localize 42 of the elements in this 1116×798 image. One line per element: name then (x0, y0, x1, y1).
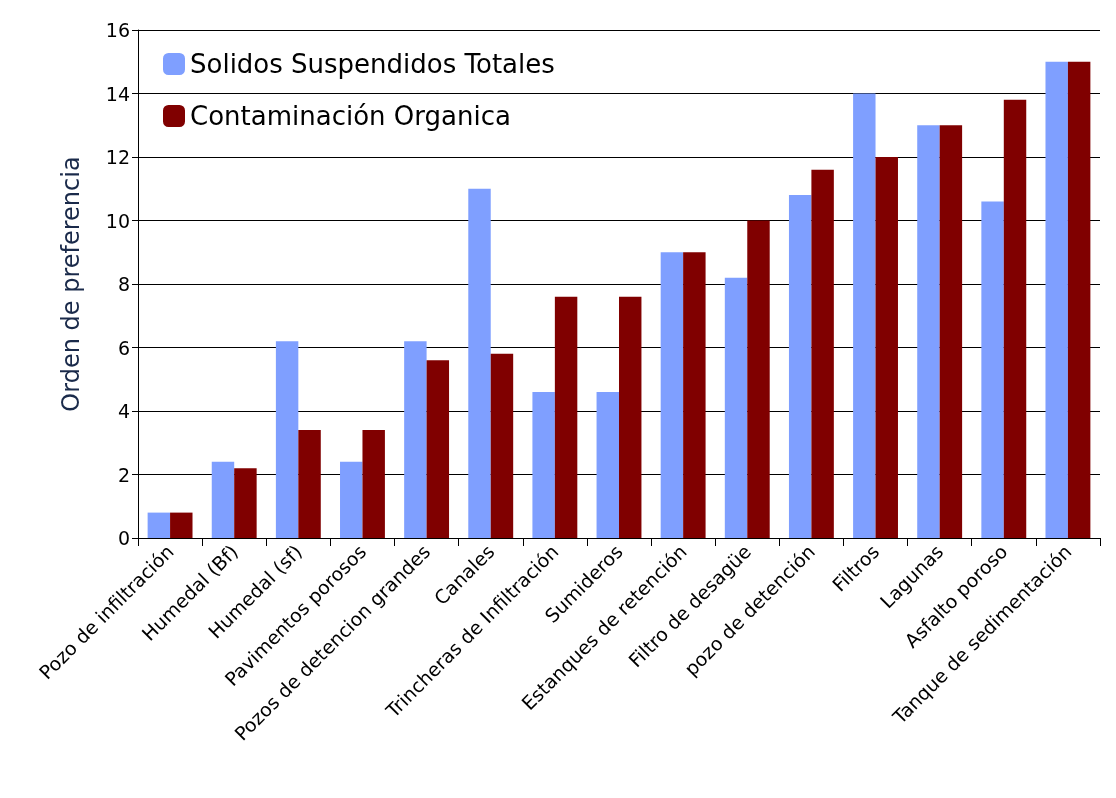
bar (853, 93, 876, 538)
bar (426, 360, 450, 538)
y-tick-label: 6 (117, 336, 130, 359)
bar (1045, 61, 1068, 538)
y-tick-label: 8 (117, 273, 130, 295)
bar (788, 195, 812, 538)
y-tick-label: 16 (105, 19, 130, 41)
bar (683, 252, 706, 538)
y-tick-label: 2 (117, 463, 130, 486)
bar (532, 391, 555, 538)
bar (147, 512, 171, 538)
bar (490, 353, 514, 538)
y-tick-label: 12 (105, 146, 130, 168)
bar (724, 277, 748, 538)
bar (660, 252, 684, 538)
bar (234, 468, 257, 538)
bar (747, 220, 770, 538)
bar (917, 125, 940, 538)
bar (596, 391, 619, 538)
bar (619, 296, 642, 538)
bar (404, 341, 427, 538)
bar (211, 461, 235, 538)
bar (298, 430, 321, 538)
bar (939, 125, 963, 538)
y-tick-label: 0 (117, 527, 130, 549)
bar (340, 461, 363, 538)
y-tick-label: 4 (117, 400, 130, 422)
y-axis-title: Orden de preferencia (57, 156, 85, 412)
bar (981, 201, 1004, 538)
y-tick-label: 10 (105, 209, 130, 232)
bar (468, 188, 491, 538)
bar (811, 169, 834, 538)
bar (1003, 99, 1027, 538)
legend-label: Contaminación Organica (190, 101, 511, 131)
bar (554, 296, 578, 538)
bar (1067, 61, 1091, 538)
bar (875, 157, 898, 538)
bar (362, 430, 385, 538)
legend-label: Solidos Suspendidos Totales (190, 49, 555, 79)
bar (170, 512, 193, 538)
y-tick-label: 14 (105, 82, 130, 105)
bar (275, 341, 299, 538)
